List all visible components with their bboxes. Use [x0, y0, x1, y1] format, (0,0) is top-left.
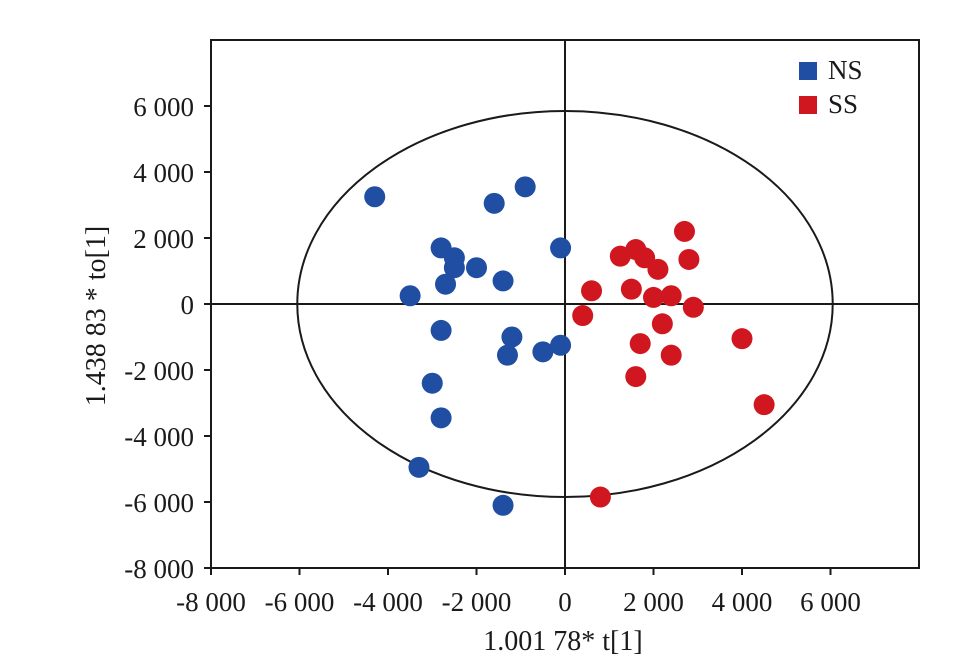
x-axis-title: 1.001 78* t[1] [483, 626, 642, 657]
x-tick-label: -6 000 [265, 587, 335, 617]
x-tick-label: 0 [558, 587, 572, 617]
y-tick-label: 2 000 [133, 224, 194, 254]
y-tick-label: -4 000 [124, 422, 194, 452]
data-point-ns [550, 334, 572, 356]
legend-swatch-ns [799, 62, 817, 80]
x-tick-label: -2 000 [442, 587, 512, 617]
x-axis-ticks: -8 000 -6 000 -4 000 -2 000 0 2 000 4 000 6 000 [176, 568, 861, 617]
data-point-ss [651, 313, 673, 335]
y-tick-label: -2 000 [124, 356, 194, 386]
data-point-ss [753, 394, 775, 416]
data-point-ss [643, 286, 664, 308]
data-point-ns [492, 270, 514, 292]
data-point-ns [408, 456, 430, 478]
data-point-ss [673, 220, 695, 242]
data-point-ns [443, 257, 465, 279]
legend-swatch-ss [799, 96, 817, 114]
legend-label-ns: NS [828, 55, 863, 85]
data-point-ns [399, 285, 421, 307]
data-point-ss [589, 486, 611, 508]
data-point-ns [496, 344, 518, 366]
data-point-ss [660, 285, 682, 307]
data-point-ss [647, 258, 669, 280]
data-point-ns [430, 319, 452, 341]
data-point-ss [620, 278, 642, 300]
y-tick-label: -8 000 [124, 554, 194, 584]
y-axis-ticks: -8 000 -6 000 -4 000 -2 000 0 2 000 4 000 6 000 [124, 92, 211, 584]
x-tick-label: 6 000 [800, 587, 861, 617]
data-point-ss [625, 366, 647, 388]
data-point-ns [514, 176, 536, 198]
data-point-ss [731, 328, 753, 350]
x-tick-label: -4 000 [353, 587, 423, 617]
data-point-ss [581, 280, 603, 302]
data-point-ns [466, 257, 487, 279]
y-tick-label: 6 000 [133, 92, 194, 122]
legend-label-ss: SS [828, 89, 858, 119]
data-point-ns [421, 372, 443, 394]
data-point-ss [572, 305, 594, 327]
x-tick-label: -8 000 [176, 587, 246, 617]
data-point-ns [430, 407, 452, 429]
data-point-ss [629, 333, 651, 355]
data-point-ss [682, 296, 704, 318]
y-tick-label: 0 [181, 290, 195, 320]
data-point-ns [532, 341, 554, 363]
data-points [364, 176, 775, 516]
data-point-ns [492, 494, 514, 516]
y-tick-label: -6 000 [124, 488, 194, 518]
y-axis-title: 1.438 83 * to[1] [81, 226, 112, 406]
x-tick-label: 2 000 [623, 587, 684, 617]
legend: NS SS [799, 55, 863, 119]
data-point-ns [483, 192, 505, 214]
y-tick-label: 4 000 [133, 158, 194, 188]
data-point-ns [550, 237, 572, 259]
data-point-ss [660, 344, 682, 366]
data-point-ns [364, 186, 386, 208]
data-point-ss [609, 245, 631, 267]
data-point-ss [678, 248, 700, 270]
data-point-ns [501, 326, 523, 348]
data-point-ns [435, 273, 457, 295]
x-tick-label: 4 000 [712, 587, 773, 617]
